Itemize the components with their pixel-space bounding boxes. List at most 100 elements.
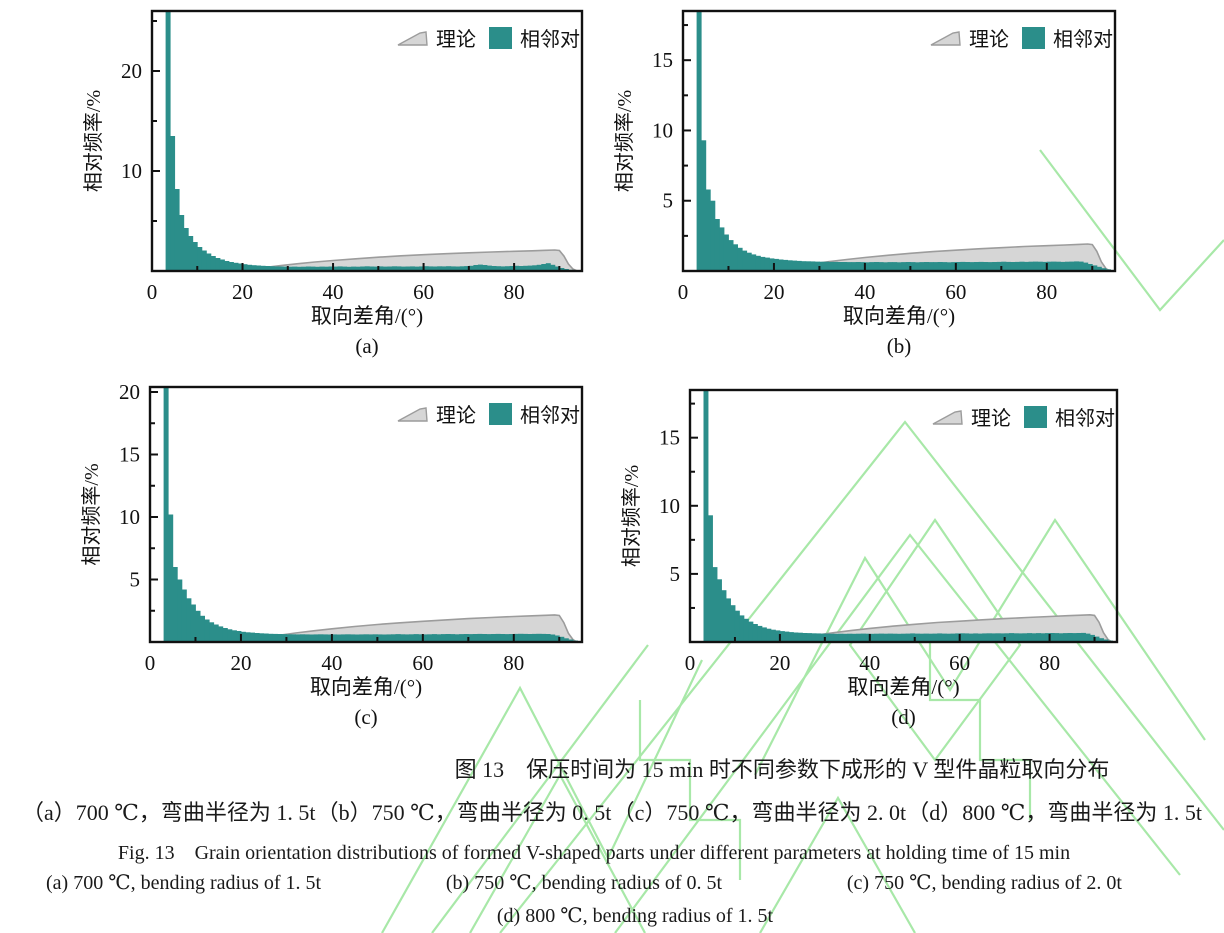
- histogram-bar: [463, 634, 469, 642]
- subplot-label: (d): [891, 705, 916, 729]
- histogram-bar: [259, 633, 265, 643]
- x-axis-label: 取向差角/(°): [311, 304, 423, 328]
- histogram-bar: [513, 633, 519, 642]
- histogram-bar: [842, 262, 848, 271]
- x-tick-label: 0: [147, 280, 158, 304]
- histogram-bar: [359, 634, 365, 642]
- histogram-bar: [828, 261, 834, 271]
- histogram-bar: [247, 264, 253, 271]
- adjacent-pairs-legend-swatch: [489, 27, 512, 49]
- theory-legend-icon: [397, 407, 428, 422]
- histogram-bar: [236, 631, 242, 642]
- subplot-label: (c): [354, 705, 377, 729]
- histogram-bar: [318, 634, 324, 643]
- histogram-bar: [752, 624, 758, 642]
- histogram-bar: [477, 633, 483, 642]
- histogram-bar: [1063, 633, 1069, 642]
- histogram-bar: [717, 579, 722, 642]
- histogram-bar: [1103, 639, 1109, 642]
- histogram-bar: [250, 632, 255, 642]
- histogram-bar: [301, 266, 307, 271]
- histogram-bar: [342, 266, 348, 271]
- legend: 理论 相邻对: [932, 406, 1115, 430]
- histogram-bar: [391, 634, 396, 643]
- histogram-bar: [168, 514, 174, 642]
- histogram-bar: [292, 266, 298, 271]
- y-tick-label: 15: [659, 426, 680, 450]
- histogram-bar: [472, 634, 478, 642]
- histogram-bar: [355, 266, 361, 271]
- y-axis-label: 相对频率/%: [620, 465, 643, 567]
- histogram-bar: [386, 634, 392, 642]
- histogram-bar: [254, 633, 260, 642]
- histogram-bar: [901, 262, 907, 271]
- histogram-bar: [760, 256, 766, 271]
- histogram-bar: [387, 266, 393, 271]
- histogram-bar: [1054, 633, 1060, 642]
- histogram-bar: [295, 634, 301, 642]
- histogram-bar: [829, 633, 835, 642]
- histogram-bar: [932, 633, 938, 642]
- histogram-bar: [712, 567, 718, 642]
- histogram-bar: [874, 633, 880, 642]
- histogram-bar: [942, 262, 948, 271]
- histogram-bar: [896, 633, 902, 642]
- histogram-bar: [751, 254, 757, 271]
- y-tick-label: 10: [659, 494, 680, 518]
- histogram-bar: [773, 258, 779, 271]
- histogram-bar: [450, 634, 456, 642]
- theory-legend-icon: [397, 31, 428, 46]
- histogram-bar: [869, 633, 875, 642]
- histogram-bar: [313, 634, 319, 642]
- x-tick-label: 20: [232, 280, 253, 304]
- histogram-bar: [1004, 633, 1010, 642]
- histogram-bar: [331, 634, 337, 642]
- histogram-bar: [941, 633, 947, 642]
- histogram-bar: [468, 634, 474, 642]
- histogram-bar: [728, 240, 734, 271]
- histogram-bar: [414, 266, 420, 271]
- caption-en-part-a: (a) 700 ℃, bending radius of 1. 5t: [46, 872, 322, 894]
- histogram-bar: [423, 266, 429, 271]
- axis-ticks: [149, 391, 561, 642]
- histogram-bar: [328, 266, 334, 271]
- histogram-bar: [396, 266, 402, 271]
- histogram-bar: [468, 265, 474, 271]
- histogram-bar: [238, 263, 243, 271]
- histogram-bar: [1094, 636, 1100, 642]
- histogram-bar: [1058, 633, 1064, 642]
- x-tick-label: 40: [859, 651, 880, 675]
- x-tick-label: 20: [230, 651, 251, 675]
- histogram-bar: [802, 633, 808, 642]
- x-tick-label: 0: [678, 280, 689, 304]
- histogram-bar: [505, 266, 511, 271]
- histogram-bar: [477, 264, 483, 271]
- histogram-bar: [200, 615, 205, 643]
- caption-en-part-b: (b) 750 ℃, bending radius of 0. 5t: [445, 872, 723, 894]
- histogram-bar: [1027, 633, 1033, 642]
- x-tick-label: 80: [1039, 651, 1060, 675]
- histogram-bar: [1096, 266, 1102, 271]
- adjacent-pairs-legend-swatch: [1022, 27, 1045, 49]
- histogram-bar: [419, 266, 425, 271]
- x-tick-label: 40: [321, 651, 342, 675]
- histogram-bar: [1045, 633, 1051, 642]
- histogram-bar: [345, 634, 351, 643]
- histogram-bar: [413, 634, 419, 642]
- histogram-bars: [165, 11, 583, 271]
- histogram-bar: [955, 633, 961, 642]
- histogram-bar: [824, 633, 830, 642]
- histogram-bar: [363, 634, 369, 643]
- histogram-bar: [1009, 633, 1015, 642]
- y-tick-label: 5: [670, 562, 681, 586]
- histogram-bar: [436, 634, 442, 643]
- y-axis-label: 相对频率/%: [613, 90, 636, 192]
- histogram-bar: [441, 266, 447, 271]
- axis-ticks: [151, 20, 561, 271]
- histogram-bar: [846, 262, 852, 271]
- histogram-bar: [778, 259, 784, 271]
- histogram-bar: [360, 266, 366, 271]
- x-tick-label: 0: [145, 651, 156, 675]
- histogram-bar: [1065, 261, 1070, 271]
